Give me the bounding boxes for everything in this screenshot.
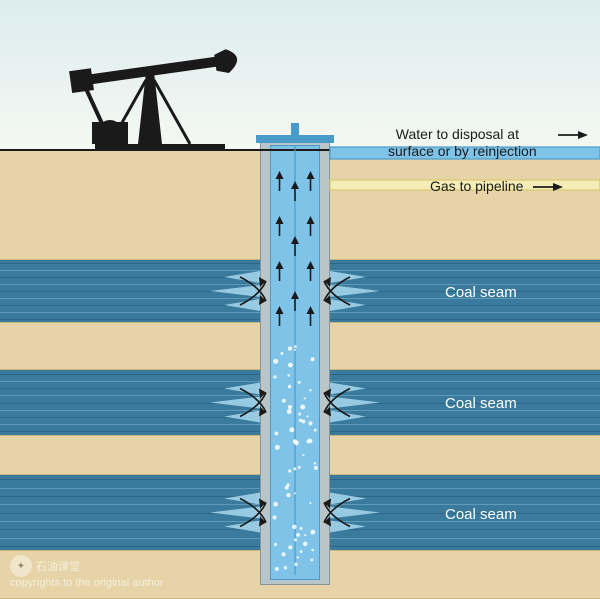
gas-pipeline-text: Gas to pipeline bbox=[430, 178, 523, 194]
watermark: ✦ 石油课堂 copyrights to the original author bbox=[10, 555, 163, 589]
arrow-right-icon bbox=[533, 178, 563, 194]
water-disposal-label: Water to disposal at surface or by reinj… bbox=[388, 108, 537, 178]
pumpjack-icon bbox=[69, 48, 239, 150]
watermark-logo-text: 石油课堂 bbox=[36, 558, 80, 574]
coal-seam-label: Coal seam bbox=[445, 506, 517, 523]
gas-pipeline-label: Gas to pipeline bbox=[430, 178, 563, 194]
coal-seam-label: Coal seam bbox=[445, 395, 517, 412]
coal-seam-label: Coal seam bbox=[445, 284, 517, 301]
arrow-right-icon bbox=[558, 126, 588, 144]
wechat-icon: ✦ bbox=[10, 555, 32, 577]
watermark-sub: copyrights to the original author bbox=[10, 577, 163, 589]
water-disposal-text: Water to disposal at surface or by reinj… bbox=[388, 126, 537, 160]
